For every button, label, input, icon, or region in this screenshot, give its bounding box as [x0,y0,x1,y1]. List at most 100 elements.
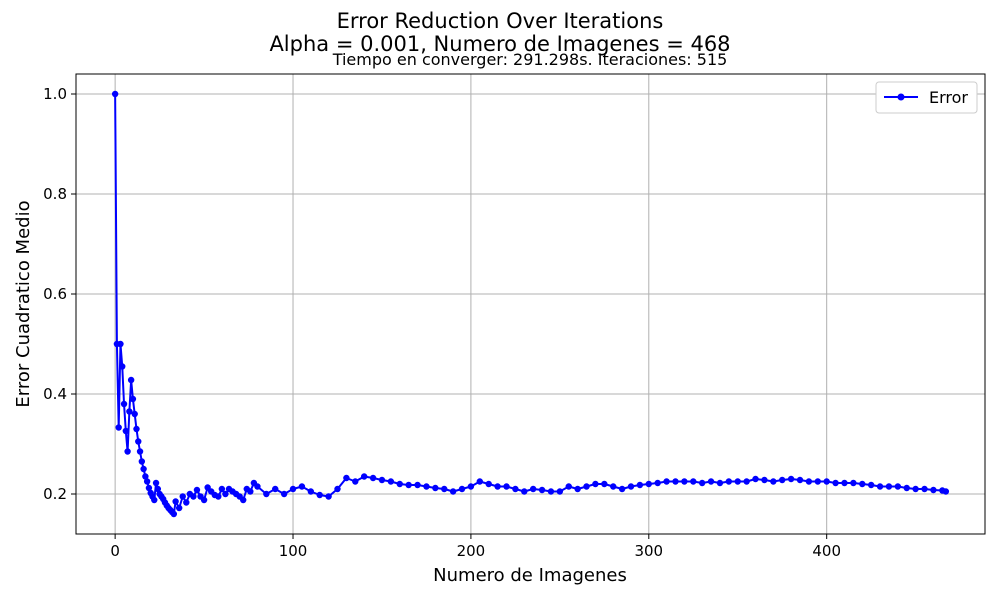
data-point [636,481,644,489]
data-point [734,478,741,485]
plot-frame [75,73,986,535]
y-tick-label: 1.0 [43,85,67,103]
data-point [325,493,332,500]
data-point [179,493,186,500]
data-point [172,498,179,505]
data-point [136,448,144,455]
data-point [175,504,183,512]
data-point [805,478,813,485]
axis-ticks: 0 100 200 300 400 0.2 0.4 0.6 0.8 1.0 [43,85,841,560]
data-point [151,496,158,504]
data-point [133,425,140,433]
data-point [441,485,448,493]
data-point [467,483,475,490]
data-point [334,485,341,493]
data-point [912,485,919,493]
data-point [129,395,137,403]
data-point [126,408,133,415]
data-point [601,480,608,488]
data-point [352,478,359,485]
data-point [117,340,124,348]
data-point [369,474,377,482]
data-point [583,483,590,490]
data-point [254,483,261,490]
data-point [140,465,147,473]
data-point [627,483,635,490]
y-axis-label: Error Cuadratico Medio [13,200,34,407]
data-point [921,485,928,493]
data-point [122,427,130,435]
legend-marker-swatch [897,93,905,101]
data-point [423,483,430,490]
data-point [841,479,848,487]
data-point [494,483,501,490]
y-tick-label: 0.8 [43,185,67,203]
data-point [449,488,457,495]
data-point [618,485,626,493]
data-point [823,478,830,485]
data-point [942,488,950,495]
data-point [707,478,715,485]
data-point [218,485,226,493]
data-point [761,476,768,484]
y-tick-label: 0.4 [43,385,67,403]
data-point [414,481,421,489]
data-point [716,479,724,487]
data-point [387,478,395,485]
data-point [770,478,777,485]
data-point [512,485,519,493]
data-point [698,479,706,487]
data-point [832,479,839,487]
chart-annotation: Tiempo en converger: 291.298s. Iteracion… [332,50,728,69]
data-point [521,488,528,495]
data-point [485,480,492,488]
data-point [476,478,483,485]
data-point [200,496,208,504]
data-point [645,480,652,488]
grid [76,74,985,534]
data-point [503,483,510,490]
data-point [222,490,229,498]
data-point [280,490,288,498]
data-point [814,478,821,485]
series-layer [111,90,950,518]
data-point [193,486,201,494]
data-point [131,410,138,418]
data-point [111,90,119,98]
data-point [135,438,142,445]
data-point [183,499,190,506]
data-point [850,479,857,487]
legend: Error [875,81,978,114]
data-point [405,481,412,489]
series-line-error [114,93,947,515]
data-point [138,458,146,465]
data-point [538,486,546,494]
data-point [663,478,670,485]
data-point [743,478,750,485]
data-point [145,484,153,492]
data-point [170,510,178,518]
data-point [458,485,466,493]
data-point [779,476,786,484]
data-point [247,488,254,495]
data-point [190,493,197,500]
x-tick-label: 100 [279,542,308,560]
data-point [142,473,149,480]
data-point [690,478,697,485]
data-point [154,485,162,493]
data-point [396,480,403,488]
data-point [876,483,884,490]
data-point [610,483,617,490]
data-point [654,479,661,487]
data-point [343,474,350,482]
data-point [263,490,270,498]
data-point [681,478,688,485]
data-point [547,488,555,495]
data-point [752,475,759,483]
x-tick-label: 0 [110,542,120,560]
x-tick-label: 200 [457,542,486,560]
chart-title: Error Reduction Over Iterations [337,9,664,33]
y-tick-label: 0.2 [43,485,67,503]
